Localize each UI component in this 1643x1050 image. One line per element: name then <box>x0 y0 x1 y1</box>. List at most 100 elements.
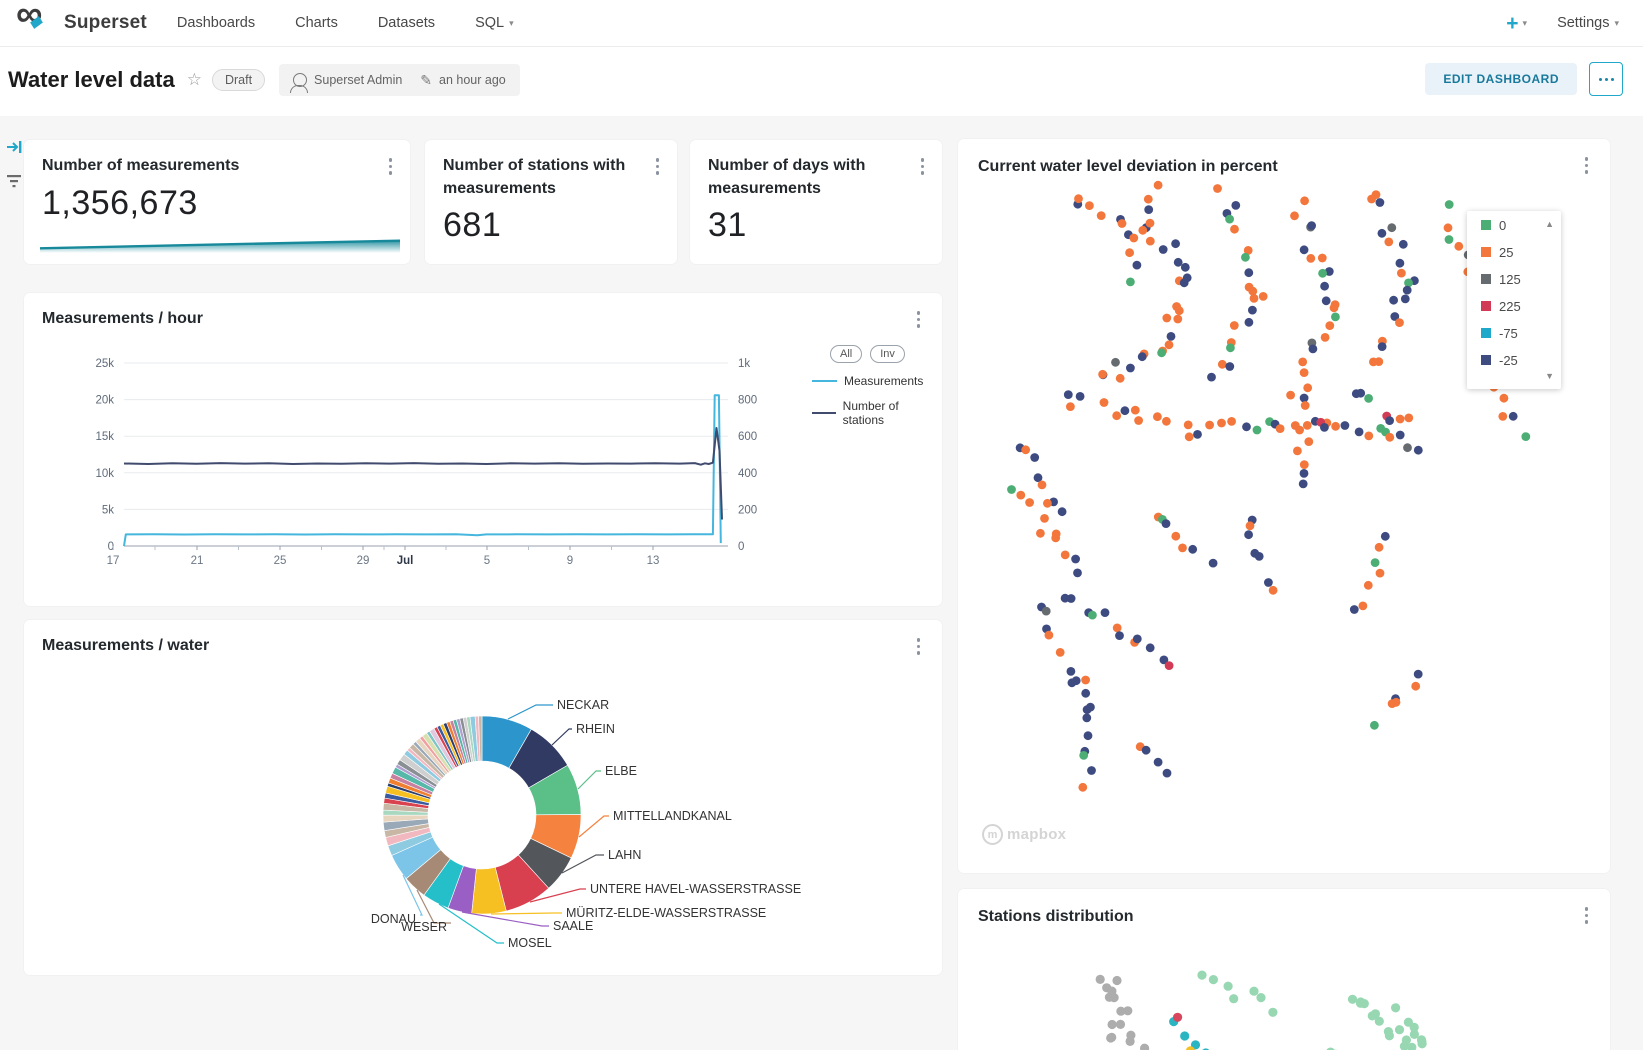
brand-name: Superset <box>64 12 147 33</box>
caret-down-icon <box>509 19 514 28</box>
filter-rail <box>5 138 23 190</box>
svg-text:SAALE: SAALE <box>553 919 593 933</box>
big-number-value: 31 <box>708 206 747 244</box>
legend-color-swatch <box>1481 247 1491 257</box>
map-legend: 0 25 125 225 -75 -25 <box>1467 211 1561 389</box>
more-options-button[interactable] <box>387 156 395 177</box>
svg-text:0: 0 <box>738 541 744 553</box>
new-item-button[interactable]: + <box>1506 13 1527 34</box>
big-number-value: 1,356,673 <box>42 184 198 222</box>
caret-down-icon <box>1614 19 1619 28</box>
legend-item-measurements[interactable]: Measurements <box>812 374 938 388</box>
svg-text:MÜRITZ-ELDE-WASSERSTRASSE: MÜRITZ-ELDE-WASSERSTRASSE <box>566 906 766 920</box>
mapbox-attribution: m mapbox <box>982 824 1066 845</box>
legend-scroll-down-icon[interactable] <box>1545 371 1554 381</box>
map-scatter-canvas[interactable] <box>958 139 1610 873</box>
map-legend-item[interactable]: -75 <box>1481 320 1561 346</box>
svg-text:RHEIN: RHEIN <box>576 722 615 736</box>
svg-text:WESER: WESER <box>401 920 447 934</box>
legend-color-swatch <box>1481 328 1491 338</box>
svg-text:20k: 20k <box>95 395 114 407</box>
legend-color-swatch <box>1481 220 1491 230</box>
svg-text:DONAU: DONAU <box>371 912 416 926</box>
nav-menu: Dashboards Charts Datasets SQL <box>177 15 514 31</box>
nav-dashboards[interactable]: Dashboards <box>176 15 256 31</box>
map-legend-item[interactable]: -25 <box>1481 347 1561 373</box>
card-number-of-measurements: Number of measurements 1,356,673 <box>24 140 410 264</box>
legend-value-label: -25 <box>1499 352 1518 368</box>
expand-filter-panel-icon[interactable] <box>5 138 23 156</box>
legend-item-number-of-stations[interactable]: Number of stations <box>812 399 938 427</box>
line-chart-canvas: 0 0 5k 200 10k 400 15k 600 20k 800 25k 1k 17 21 25 29 Ju… <box>95 358 757 567</box>
svg-text:29: 29 <box>357 555 370 567</box>
svg-text:10k: 10k <box>95 468 114 480</box>
more-options-button[interactable] <box>1583 905 1591 926</box>
mapbox-logo-icon: m <box>982 824 1003 845</box>
nav-datasets[interactable]: Datasets <box>377 15 436 31</box>
svg-text:5: 5 <box>484 555 490 567</box>
legend-value-label: 0 <box>1499 217 1507 233</box>
legend-color-swatch <box>1481 301 1491 311</box>
filter-icon[interactable] <box>5 172 23 190</box>
legend-value-label: 125 <box>1499 271 1521 287</box>
legend-color-swatch <box>1481 355 1491 365</box>
card-measurements-per-water: Measurements / water NECKAR RHEIN ELBE MITT… <box>24 620 942 975</box>
nav-sql[interactable]: SQL <box>475 15 514 31</box>
nav-charts[interactable]: Charts <box>295 15 338 31</box>
caret-down-icon <box>1523 19 1528 28</box>
svg-text:25: 25 <box>274 555 287 567</box>
more-options-button[interactable] <box>654 156 662 177</box>
plus-icon: + <box>1506 11 1519 35</box>
map-legend-item[interactable]: 225 <box>1481 293 1561 319</box>
card-number-of-stations: Number of stations with measurements 681 <box>425 140 677 264</box>
donut-chart-canvas: NECKAR RHEIN ELBE MITTELLANDKANAL LAHN UNTERE… <box>371 698 801 950</box>
settings-menu[interactable]: Settings <box>1557 15 1619 31</box>
map-legend-item[interactable]: 125 <box>1481 266 1561 292</box>
svg-text:600: 600 <box>738 431 757 443</box>
chart-title: Stations distribution <box>978 908 1134 925</box>
more-options-button[interactable] <box>919 156 927 177</box>
map-legend-item[interactable]: 25 <box>1481 239 1561 265</box>
svg-text:1k: 1k <box>738 358 750 370</box>
svg-text:MOSEL: MOSEL <box>508 936 552 950</box>
more-options-button[interactable] <box>915 636 923 657</box>
svg-text:21: 21 <box>191 555 204 567</box>
more-options-button[interactable] <box>1583 155 1591 176</box>
svg-text:Jul: Jul <box>397 555 414 567</box>
card-number-of-days: Number of days with measurements 31 <box>690 140 942 264</box>
svg-text:400: 400 <box>738 468 757 480</box>
legend-invert-button[interactable]: Inv <box>870 345 905 363</box>
chart-title: Measurements / hour <box>42 310 203 327</box>
svg-text:MITTELLANDKANAL: MITTELLANDKANAL <box>613 809 732 823</box>
superset-logo[interactable]: ∞ Superset <box>16 0 147 36</box>
legend-select-all-button[interactable]: All <box>830 345 863 363</box>
legend-scroll-up-icon[interactable] <box>1545 219 1554 229</box>
svg-text:15k: 15k <box>95 431 114 443</box>
dashboard-title: Water level data <box>8 67 175 92</box>
svg-text:0: 0 <box>108 541 114 553</box>
dashboard-more-button[interactable] <box>1589 62 1623 96</box>
chart-title: Number of stations with measurements <box>443 157 626 198</box>
top-navbar: ∞ Superset Dashboards Charts Datasets SQ… <box>0 0 1643 47</box>
nav-right: + Settings <box>1506 13 1643 34</box>
legend-value-label: -75 <box>1499 325 1518 341</box>
favorite-star-icon[interactable] <box>187 70 202 90</box>
svg-text:5k: 5k <box>102 504 114 516</box>
chart-title: Current water level deviation in percent <box>978 158 1278 175</box>
legend-line-swatch <box>812 380 837 382</box>
line-chart-legend: All Inv Measurements Number of stations <box>812 345 938 427</box>
trendline-sparkline <box>39 239 401 253</box>
legend-value-label: 25 <box>1499 244 1514 260</box>
svg-text:25k: 25k <box>95 358 114 370</box>
map-scatter-canvas[interactable] <box>958 929 1610 1050</box>
map-legend-item[interactable]: 0 <box>1481 212 1561 238</box>
dashboard-meta: Superset Admin an hour ago <box>279 64 520 96</box>
edit-dashboard-button[interactable]: EDIT DASHBOARD <box>1425 63 1577 95</box>
chart-title: Number of measurements <box>42 157 240 174</box>
big-number-value: 681 <box>443 206 502 244</box>
svg-text:LAHN: LAHN <box>608 848 641 862</box>
svg-text:UNTERE HAVEL-WASSERSTRASSE: UNTERE HAVEL-WASSERSTRASSE <box>590 882 801 896</box>
svg-text:800: 800 <box>738 395 757 407</box>
more-options-button[interactable] <box>915 309 923 330</box>
